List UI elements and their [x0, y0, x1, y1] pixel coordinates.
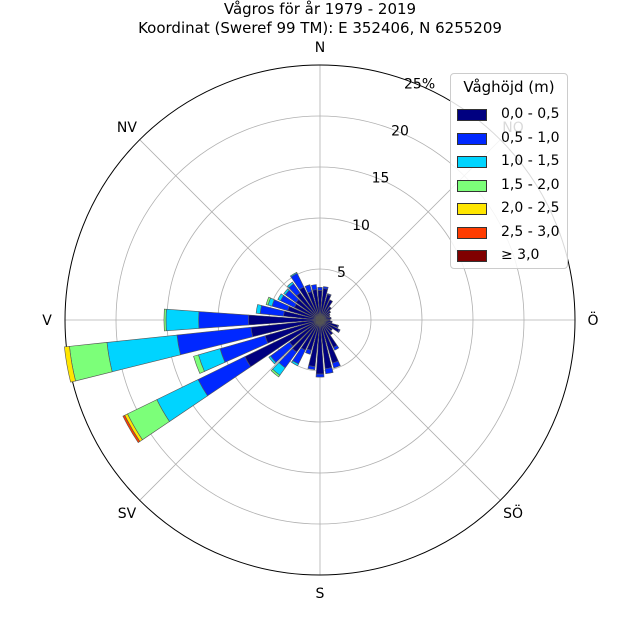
rose-bar-segment	[270, 368, 281, 378]
direction-label: Ö	[587, 311, 598, 329]
grid-spoke	[319, 319, 501, 501]
legend-label: 0,0 - 0,5	[501, 106, 560, 122]
rose-bar-segment	[319, 313, 331, 321]
legend: Våghöjd (m) 0,0 - 0,5 0,5 - 1,0 1,0 - 1,5 1…	[450, 73, 568, 269]
radial-tick-label: 15	[372, 171, 390, 187]
legend-swatch	[457, 132, 487, 145]
rose-bar-segment	[64, 346, 76, 383]
rose-bar-segment	[310, 284, 318, 291]
outer-ring	[64, 64, 576, 576]
rose-bar-segment	[286, 281, 295, 289]
rose-bar-segment	[319, 316, 332, 321]
legend-label: 2,0 - 2,5	[501, 200, 560, 216]
direction-label: SV	[118, 506, 137, 522]
rose-bar-segment	[255, 304, 262, 315]
legend-item: 2,0 - 2,5	[457, 200, 565, 219]
legend-swatch	[457, 250, 487, 262]
legend-swatch	[457, 203, 487, 215]
legend-label: 1,0 - 1,5	[501, 153, 560, 169]
legend-label: 2,5 - 3,0	[501, 223, 560, 240]
grid-spoke	[139, 319, 321, 501]
rose-bar-segment	[268, 355, 277, 365]
rose-bar-segment	[319, 310, 332, 321]
rose-bar-segment	[336, 324, 340, 329]
rose-bar-segment	[305, 348, 312, 355]
rose-bar-segment	[307, 365, 316, 371]
rose-bar-segment	[283, 288, 290, 296]
direction-label: N	[315, 40, 325, 56]
direction-label: NV	[117, 120, 137, 136]
rose-bar-segment	[198, 311, 250, 329]
rose-bar-segment	[304, 284, 313, 294]
rose-bar-segment	[289, 271, 298, 278]
rose-bar-segment	[106, 334, 181, 373]
rose-bar-segment	[331, 360, 341, 369]
rose-bar-segment	[319, 306, 332, 321]
rose-bar-segment	[319, 318, 331, 322]
rose-bars	[64, 271, 341, 444]
legend-item: ≥ 3,0	[457, 247, 565, 266]
legend-swatch	[457, 179, 487, 192]
direction-label: V	[42, 313, 52, 329]
rose-bar-segment	[319, 315, 331, 321]
rose-bar-segment	[163, 308, 167, 332]
legend-swatch	[457, 156, 487, 168]
radial-tick-label: 5	[337, 265, 346, 281]
rose-bar-segment	[315, 373, 325, 378]
legend-title: Våghöjd (m)	[463, 78, 555, 96]
legend-item: 1,5 - 2,0	[457, 176, 565, 196]
rose-bar-segment	[69, 342, 113, 382]
rose-bar-segment	[337, 328, 341, 333]
rose-bar-segment	[319, 319, 334, 336]
rose-bar-segment	[319, 299, 333, 321]
grid-spoke	[139, 139, 321, 321]
legend-item: 0,5 - 1,0	[457, 129, 565, 149]
rose-bar-segment	[193, 354, 205, 374]
direction-label: SÖ	[503, 504, 523, 522]
rose-bar-segment	[122, 414, 141, 444]
radial-tick-label: 10	[352, 218, 370, 234]
rose-bar-segment	[291, 360, 299, 367]
rose-bar-segment	[333, 344, 340, 351]
rose-bar-segment	[319, 319, 333, 332]
chart-subtitle: Koordinat (Sweref 99 TM): E 352406, N 62…	[138, 19, 502, 37]
direction-label: S	[316, 586, 325, 602]
chart-title: Vågros för år 1979 - 2019	[223, 0, 417, 18]
rose-bar-segment	[265, 296, 272, 306]
polar-grid	[64, 64, 576, 576]
legend-item: 0,0 - 0,5	[457, 106, 565, 125]
rose-bar-segment	[165, 308, 200, 332]
rose-bar-segment	[277, 293, 285, 302]
rose-bar-segment	[324, 367, 334, 375]
radial-tick-label: 25%	[404, 76, 435, 92]
rose-bar-segment	[322, 286, 329, 290]
legend-swatch	[457, 109, 487, 121]
legend-item: 1,0 - 1,5	[457, 153, 565, 172]
legend-swatch	[457, 226, 487, 239]
legend-label: ≥ 3,0	[501, 247, 540, 263]
radial-tick-label: 20	[391, 124, 409, 140]
legend-label: 0,5 - 1,0	[501, 129, 560, 146]
rose-bar-segment	[317, 287, 323, 291]
rose-bar-segment	[326, 293, 332, 297]
legend-item: 2,5 - 3,0	[457, 223, 565, 243]
legend-label: 1,5 - 2,0	[501, 176, 560, 193]
